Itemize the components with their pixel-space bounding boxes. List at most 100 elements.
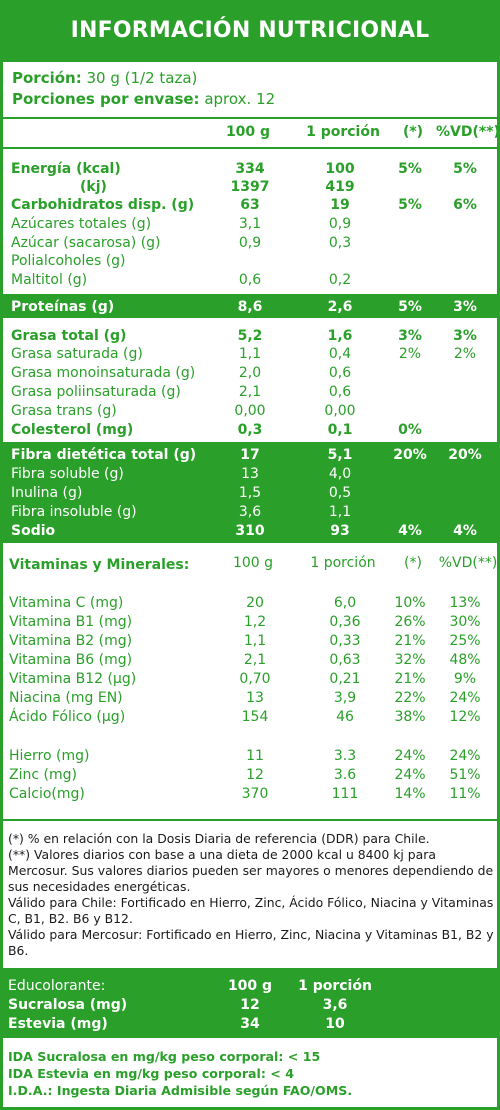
nutrient-value-100g: 3,1 [238, 216, 262, 232]
vitamin-value-100g: 0,70 [239, 671, 271, 687]
serving-block: Porción: 30 g (1/2 taza) Porciones por e… [3, 62, 497, 117]
nutrient-value-portion: 419 [325, 179, 355, 195]
panel-title: INFORMACIÓN NUTRICIONAL [70, 18, 430, 43]
vitamin-vd-percent: 25% [449, 633, 481, 649]
vitamin-value-100g: 2,1 [243, 652, 267, 668]
nutrient-value-portion: 0,1 [327, 422, 353, 438]
nutrient-value-portion: 1,6 [327, 328, 353, 344]
serving-value: 30 g (1/2 taza) [86, 69, 198, 87]
nutrient-value-100g: 3,6 [238, 504, 262, 520]
nutrient-value-100g: 0,6 [238, 272, 262, 288]
nutrient-label: Sodio [11, 523, 56, 539]
vitamin-value-100g: 154 [241, 709, 269, 725]
fiber-sodium-bar [3, 442, 497, 540]
nutrient-value-100g: 13 [241, 466, 259, 482]
vitamin-vd-percent: 11% [449, 786, 481, 802]
ida-note: IDA Sucralosa en mg/kg peso corporal: < … [8, 1049, 321, 1064]
fat-block [3, 318, 497, 442]
vitamin-vd-percent: 13% [449, 595, 481, 611]
sweetener-value-portion: 10 [325, 1016, 345, 1032]
sweetener-col-100g: 100 g [227, 978, 273, 994]
nutrient-vd-percent: 20% [448, 447, 482, 463]
vit-col-ddr: (*) [404, 555, 422, 571]
nutrient-value-100g: 8,6 [237, 299, 263, 315]
nutrient-label: Azúcar (sacarosa) (g) [11, 235, 161, 251]
nutrient-value-portion: 2,6 [327, 299, 353, 315]
sweetener-row-label: Sucralosa (mg) [8, 997, 128, 1013]
vitamin-vd-percent: 51% [449, 767, 481, 783]
vitamin-label: Niacina (mg EN) [9, 690, 123, 706]
vitamins-block: Vitaminas y Minerales: 100 g 1 porción (… [3, 543, 497, 819]
nutrient-value-portion: 100 [325, 161, 355, 177]
nutrient-value-portion: 0,4 [328, 346, 352, 362]
nutrient-label: Energía (kcal) [11, 161, 121, 177]
vitamin-value-portion: 0,21 [329, 671, 361, 687]
footnote: (*) % en relación con la Dosis Diaria de… [8, 831, 430, 846]
nutrient-vd-percent: 4% [453, 523, 477, 539]
col-100g: 100 g [225, 124, 271, 140]
vitamin-vd-percent: 12% [449, 709, 481, 725]
vitamin-value-100g: 1,2 [243, 614, 267, 630]
nutrient-vd-percent: 5% [453, 161, 477, 177]
vitamin-value-100g: 13 [246, 690, 264, 706]
footnotes-block: (*) % en relación con la Dosis Diaria de… [3, 821, 497, 968]
vitamin-ddr-percent: 14% [394, 786, 426, 802]
vitamin-value-100g: 12 [246, 767, 264, 783]
nutrient-label: Maltitol (g) [11, 272, 88, 288]
nutrient-value-portion: 0,9 [328, 216, 352, 232]
nutrient-value-portion: 0,2 [328, 272, 352, 288]
vitamin-ddr-percent: 38% [394, 709, 426, 725]
sweetener-value-100g: 12 [240, 997, 260, 1013]
nutrients-block [3, 149, 497, 294]
nutrient-label: Azúcares totales (g) [11, 216, 152, 232]
nutrient-ddr-percent: 20% [393, 447, 427, 463]
col-vd: %VD(**) [436, 124, 500, 140]
nutrient-label: Fibra dietética total (g) [11, 447, 197, 463]
nutrient-label: Colesterol (mg) [11, 422, 134, 438]
protein-bar [3, 294, 497, 316]
nutrient-value-100g: 2,0 [238, 365, 262, 381]
nutrient-vd-percent: 3% [453, 299, 477, 315]
vitamin-ddr-percent: 24% [394, 748, 426, 764]
nutrient-label: Grasa poliinsaturada (g) [11, 384, 181, 400]
vitamin-value-portion: 0,36 [329, 614, 361, 630]
vitamin-label: Ácido Fólico (µg) [9, 709, 126, 725]
vitamin-vd-percent: 30% [449, 614, 481, 630]
col-portion: 1 porción [306, 124, 380, 140]
ida-note: I.D.A.: Ingesta Diaria Admisible según F… [8, 1083, 353, 1098]
nutrient-value-100g: 5,2 [237, 328, 263, 344]
nutrient-ddr-percent: 0% [398, 422, 422, 438]
nutrient-value-100g: 1397 [230, 179, 270, 195]
nutrient-value-100g: 1,5 [238, 485, 262, 501]
nutrient-value-100g: 0,3 [237, 422, 263, 438]
nutrient-value-100g: 17 [240, 447, 260, 463]
nutrient-value-portion: 0,00 [324, 403, 356, 419]
nutrient-value-portion: 19 [330, 197, 350, 213]
nutrient-value-100g: 0,9 [238, 235, 262, 251]
nutrient-label: Fibra soluble (g) [11, 466, 124, 482]
vitamin-label: Vitamina B2 (mg) [9, 633, 133, 649]
ida-block: IDA Sucralosa en mg/kg peso corporal: < … [3, 1038, 497, 1107]
serving-label: Porción: [12, 69, 82, 87]
vitamins-header-label: Vitaminas y Minerales: [9, 557, 190, 573]
nutrient-value-100g: 63 [240, 197, 260, 213]
column-header: 100 g 1 porción (*) %VD(**) [3, 119, 500, 147]
ida-notes: IDA Sucralosa en mg/kg peso corporal: < … [8, 1048, 352, 1099]
vitamin-value-100g: 11 [246, 748, 264, 764]
nutrient-ddr-percent: 5% [398, 299, 422, 315]
nutrient-label: Inulina (g) [11, 485, 83, 501]
nutrient-label: Proteínas (g) [11, 299, 115, 315]
vitamin-label: Calcio(mg) [9, 786, 85, 802]
vitamin-value-portion: 3.3 [333, 748, 357, 764]
vitamin-ddr-percent: 10% [394, 595, 426, 611]
nutrient-label: Grasa monoinsaturada (g) [11, 365, 196, 381]
vitamin-vd-percent: 9% [453, 671, 477, 687]
sweetener-value-100g: 34 [240, 1016, 260, 1032]
vitamin-vd-percent: 24% [449, 748, 481, 764]
nutrient-ddr-percent: 4% [398, 523, 422, 539]
vitamin-label: Vitamina B1 (mg) [9, 614, 133, 630]
nutrient-value-portion: 0,3 [328, 235, 352, 251]
vitamin-label: Vitamina B6 (mg) [9, 652, 133, 668]
vitamin-ddr-percent: 26% [394, 614, 426, 630]
